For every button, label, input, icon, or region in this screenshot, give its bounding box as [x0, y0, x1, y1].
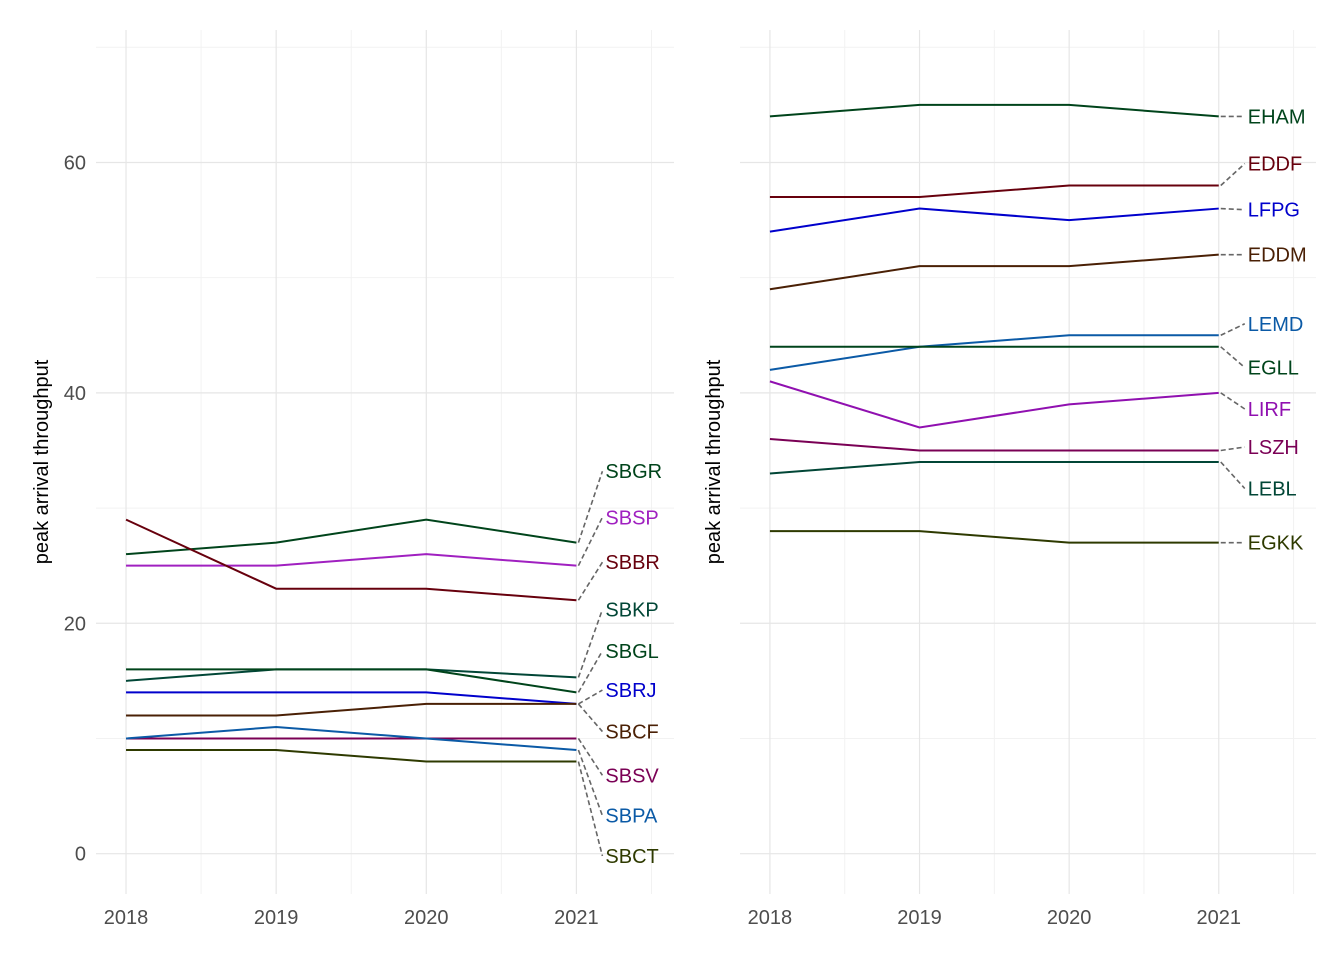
leader-line-eddf	[1220, 163, 1246, 187]
x-tick-label: 2019	[254, 907, 299, 929]
leader-line-sbkp	[577, 609, 604, 678]
leader-line-lfpg	[1220, 207, 1245, 211]
series-line-sbpa	[125, 725, 577, 751]
panel-1: 2018 2019 2020 2021 0 20 40 60 peak arrival thro…	[31, 30, 674, 929]
series-line-eddf	[769, 184, 1219, 199]
leader-line-sbgr	[577, 470, 604, 543]
series-label-sbct: SBCT	[605, 846, 658, 868]
y-tick-label: 20	[64, 613, 86, 635]
x-tick-label: 2018	[748, 907, 793, 929]
series-line-lszh	[769, 437, 1219, 452]
series-label-sbrj: SBRJ	[605, 680, 656, 702]
series-line-egkk	[769, 530, 1219, 544]
x-tick-label: 2021	[1197, 907, 1242, 929]
series-label-sbgl: SBGL	[605, 641, 658, 663]
series-line-sbrj	[126, 691, 577, 705]
series-label-eddm: EDDM	[1248, 245, 1307, 267]
series-label-sbsp: SBSP	[605, 507, 658, 529]
leader-line-sbcf	[577, 703, 604, 733]
series-label-eddf: EDDF	[1248, 154, 1302, 176]
series-label-sbcf: SBCF	[605, 722, 658, 744]
leader-line-lszh	[1220, 446, 1245, 452]
y-axis-title: peak arrival throughput	[31, 359, 53, 564]
series-line-sbgr	[125, 518, 577, 556]
leader-line-sbsp	[577, 516, 604, 567]
leader-line-egll	[1220, 346, 1246, 369]
leader-line-sbct	[577, 761, 604, 857]
leader-line-lirf	[1220, 392, 1246, 410]
series-line-sbcf	[126, 702, 577, 717]
leader-line-sbbr	[577, 561, 604, 601]
series-line-eham	[769, 103, 1219, 118]
series-label-sbkp: SBKP	[605, 599, 658, 621]
series-label-egll: EGLL	[1248, 358, 1299, 380]
series-label-sbgr: SBGR	[605, 461, 662, 483]
series-line-sbct	[126, 749, 577, 763]
series-label-lfpg: LFPG	[1248, 200, 1300, 222]
leader-line-sbrj	[578, 689, 603, 705]
x-tick-label: 2021	[554, 907, 599, 929]
series-label-sbpa: SBPA	[605, 806, 658, 828]
series-line-eddm	[769, 253, 1219, 291]
series-label-sbbr: SBBR	[605, 552, 659, 574]
panel-2: 2018 2019 2020 2021 peak arrival throughput E…	[703, 30, 1316, 929]
leader-line-sbpa	[577, 749, 604, 816]
series-label-sbsv: SBSV	[605, 765, 659, 787]
x-tick-label: 2018	[104, 907, 149, 929]
series-line-sbgl	[126, 668, 577, 694]
series-label-eham: EHAM	[1248, 106, 1306, 128]
x-tick-label: 2020	[404, 907, 449, 929]
series-label-lemd: LEMD	[1248, 314, 1304, 336]
series-line-lemd	[769, 334, 1219, 371]
y-axis-title: peak arrival throughput	[703, 359, 725, 564]
series-line-lirf	[769, 380, 1219, 429]
y-tick-label: 60	[64, 152, 86, 174]
leader-line-lemd	[1220, 323, 1246, 337]
x-tick-label: 2020	[1047, 907, 1092, 929]
series-label-lirf: LIRF	[1248, 399, 1291, 421]
series-line-sbbr	[125, 518, 577, 602]
y-tick-label: 0	[75, 844, 86, 866]
series-label-lebl: LEBL	[1248, 478, 1297, 500]
leader-line-sbgl	[577, 650, 604, 693]
series-label-egkk: EGKK	[1248, 533, 1304, 555]
series-label-lszh: LSZH	[1248, 437, 1299, 459]
x-tick-label: 2019	[897, 907, 942, 929]
y-tick-label: 40	[64, 383, 86, 405]
leader-line-sbsv	[577, 738, 604, 776]
series-line-sbsp	[126, 553, 577, 567]
series-line-lebl	[769, 461, 1219, 475]
series-line-lfpg	[769, 207, 1219, 233]
leader-line-lebl	[1220, 461, 1246, 490]
